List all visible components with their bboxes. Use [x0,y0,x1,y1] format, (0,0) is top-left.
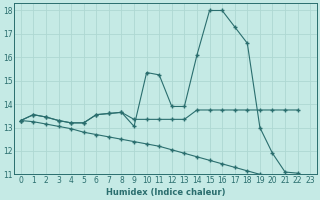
X-axis label: Humidex (Indice chaleur): Humidex (Indice chaleur) [106,188,225,197]
